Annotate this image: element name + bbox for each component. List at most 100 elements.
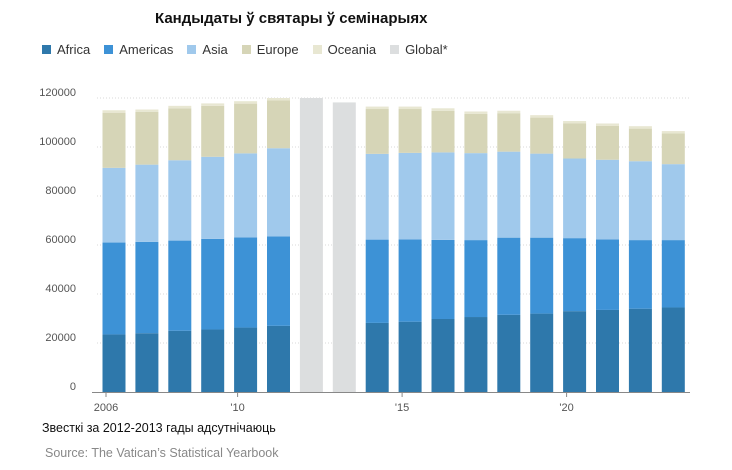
bar-africa-2019 (530, 313, 554, 392)
bar-europe-2021 (596, 125, 619, 160)
bar-americas-2018 (497, 237, 521, 315)
bar-americas-2017 (464, 240, 488, 318)
bar-asia-2022 (628, 161, 652, 241)
y-tick-label: 0 (70, 381, 76, 393)
bar-oceania-2019 (530, 115, 554, 118)
bar-europe-2016 (431, 110, 455, 153)
bar-americas-2020 (563, 238, 587, 312)
bar-europe-2011 (267, 100, 290, 149)
legend-swatch (390, 45, 400, 54)
bar-asia-2021 (596, 159, 619, 240)
y-tick-label: 40000 (45, 283, 76, 295)
legend-item-global: Global* (390, 42, 448, 57)
bar-europe-2022 (628, 128, 652, 162)
legend-label: Oceania (327, 42, 377, 57)
legend-swatch (187, 45, 197, 54)
legend-swatch (241, 45, 251, 54)
bar-europe-2014 (365, 109, 389, 154)
legend-label: Asia (202, 42, 228, 57)
bar-africa-2021 (596, 309, 619, 392)
bar-oceania-2015 (398, 106, 422, 110)
x-tick-label: 2006 (94, 402, 118, 414)
legend-label: Africa (57, 42, 91, 57)
bar-oceania-2009 (201, 103, 225, 106)
bar-americas-2019 (530, 237, 554, 314)
x-tick-label: '10 (230, 402, 244, 414)
bar-asia-2015 (398, 152, 422, 240)
bar-europe-2020 (563, 123, 587, 159)
bar-africa-2016 (431, 318, 455, 392)
bar-oceania-2021 (596, 123, 619, 126)
y-tick-label: 80000 (45, 185, 76, 197)
bar-americas-2010 (234, 237, 258, 328)
bar-americas-2008 (168, 240, 192, 331)
bar-americas-2006 (102, 242, 126, 335)
bar-africa-2010 (234, 327, 258, 392)
legend-swatch (104, 45, 114, 54)
bar-americas-2023 (661, 240, 685, 308)
bar-oceania-2011 (267, 98, 290, 101)
bar-europe-2006 (102, 112, 126, 168)
legend-item-oceania: Oceania (312, 42, 377, 57)
bar-europe-2023 (661, 133, 685, 165)
bar-africa-2023 (661, 307, 685, 392)
bar-asia-2023 (661, 164, 685, 241)
bar-asia-2014 (365, 153, 389, 240)
bar-asia-2018 (497, 151, 521, 238)
bar-americas-2021 (596, 239, 619, 310)
y-tick-label: 20000 (45, 332, 76, 344)
legend-item-europe: Europe (241, 42, 299, 57)
bar-africa-2007 (135, 333, 159, 392)
bar-oceania-2010 (234, 101, 258, 104)
bar-americas-2022 (628, 240, 652, 309)
chart-title: Кандыдаты ў святары ў семінарыях (155, 10, 428, 27)
y-tick-label: 60000 (45, 234, 76, 246)
bar-oceania-2007 (135, 109, 159, 112)
bar-asia-2017 (464, 153, 488, 241)
bar-oceania-2017 (464, 111, 488, 114)
bar-asia-2009 (201, 156, 225, 239)
bar-africa-2011 (267, 325, 290, 392)
bar-americas-2009 (201, 238, 225, 330)
bar-africa-2008 (168, 330, 192, 392)
bar-global-2012 (299, 98, 323, 392)
legend-swatch (42, 45, 51, 54)
bar-europe-2019 (530, 117, 554, 154)
legend-item-africa: Africa (42, 42, 90, 57)
bar-oceania-2008 (168, 105, 192, 109)
bar-oceania-2020 (563, 121, 587, 124)
bar-asia-2007 (135, 164, 159, 242)
bar-oceania-2022 (628, 126, 652, 129)
legend-label: Global* (405, 42, 448, 57)
bar-africa-2018 (497, 314, 521, 392)
x-tick-label: '20 (559, 402, 573, 414)
legend-swatch (312, 45, 322, 54)
bar-americas-2011 (267, 236, 290, 326)
bar-europe-2017 (464, 113, 488, 154)
bar-americas-2016 (431, 239, 455, 319)
missing-data-note: Звесткі за 2012-2013 гады адсутнічаюць (42, 421, 276, 435)
legend-item-asia: Asia (187, 42, 228, 57)
bar-global-2013 (332, 102, 356, 392)
bar-americas-2014 (365, 239, 389, 323)
bar-africa-2014 (365, 322, 389, 392)
y-tick-label: 100000 (39, 136, 76, 148)
source-credit: Source: The Vatican’s Statistical Yearbo… (45, 446, 279, 460)
bar-africa-2022 (628, 308, 652, 392)
bar-asia-2016 (431, 152, 455, 240)
bar-oceania-2016 (431, 108, 455, 111)
bar-europe-2008 (168, 108, 192, 161)
bar-asia-2006 (102, 167, 126, 243)
bar-africa-2006 (102, 334, 126, 392)
legend-label: Americas (119, 42, 174, 57)
bar-africa-2020 (563, 311, 587, 392)
bar-oceania-2023 (661, 131, 685, 134)
bar-oceania-2006 (102, 110, 126, 113)
bar-oceania-2014 (365, 106, 389, 110)
bar-europe-2015 (398, 109, 422, 153)
bar-asia-2010 (234, 153, 258, 238)
x-tick-label: '15 (395, 402, 409, 414)
legend-item-americas: Americas (104, 42, 173, 57)
legend-label: Europe (256, 42, 299, 57)
